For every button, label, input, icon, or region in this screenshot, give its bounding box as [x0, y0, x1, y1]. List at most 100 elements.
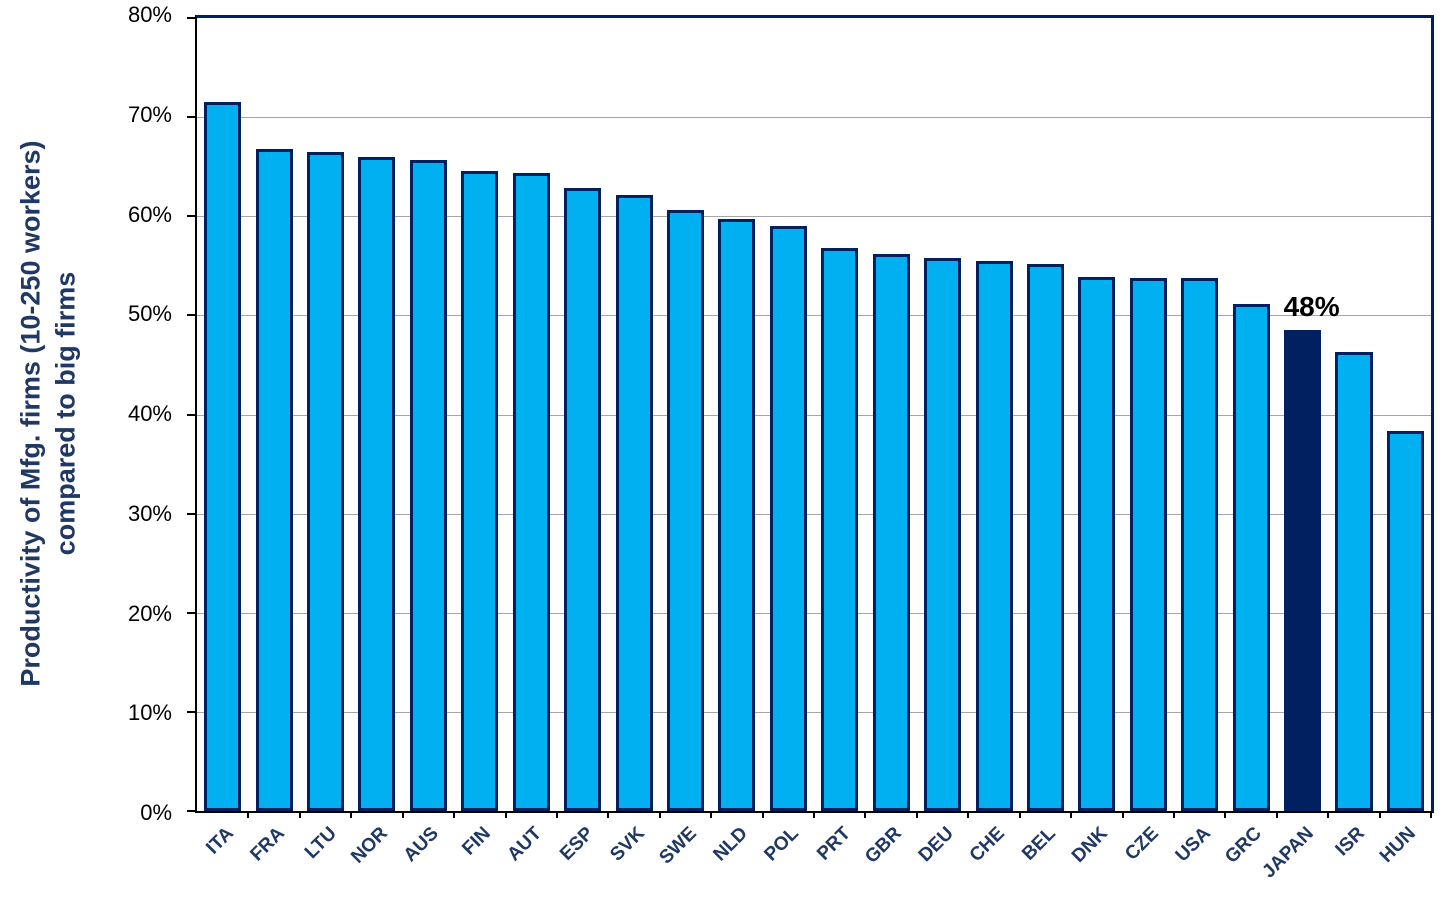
bar-slot-che: CHE [966, 18, 1019, 866]
bar-slot-prt: PRT [813, 18, 865, 865]
x-axis-tick-mark [658, 811, 661, 818]
y-axis-tick-label: 50% [127, 301, 172, 327]
x-axis-tick-mark [967, 811, 970, 818]
y-axis-tick-mark [187, 413, 195, 416]
bar-fra [255, 148, 293, 811]
bar-hun [1386, 431, 1424, 811]
bar-slot-esp: ESP [556, 18, 608, 865]
x-axis-label-grc: GRC [1221, 823, 1266, 868]
bar-fin [461, 170, 499, 811]
bar-slot-japan: 48% JAPAN [1258, 18, 1340, 883]
x-axis-tick-mark [1018, 811, 1021, 818]
gridline [197, 612, 1431, 614]
bar-slot-bel: BEL [1019, 18, 1071, 865]
x-axis-tick-mark [710, 811, 713, 818]
y-axis-tick-mark [187, 512, 195, 515]
bar-slot-aut: AUT [504, 18, 557, 865]
bar-slot-usa: USA [1171, 18, 1225, 866]
x-axis-tick-mark [813, 811, 815, 818]
y-axis-tick-mark [187, 710, 195, 713]
gridline [197, 315, 1431, 317]
bar-slot-svk: SVK [606, 18, 659, 865]
bar-usa [1181, 277, 1219, 811]
x-axis-label-deu: DEU [914, 823, 958, 867]
x-axis-tick-mark [1327, 811, 1330, 818]
x-axis-tick-mark [607, 811, 610, 818]
bar-slot-cze: CZE [1121, 18, 1174, 865]
x-axis-label-fin: FIN [458, 823, 495, 860]
bars-container: ITA FRA LTU NOR AUS FIN AUT ESP SVK SWE NLD POL PRT G… [197, 18, 1431, 883]
y-axis-tick-mark [187, 611, 195, 614]
bar-deu [924, 257, 962, 811]
x-axis-label-che: CHE [965, 823, 1009, 867]
bar-pol [769, 226, 807, 811]
x-axis-tick-mark [1172, 811, 1175, 818]
bar-swe [667, 210, 705, 811]
gridline [197, 513, 1431, 515]
x-axis-tick-mark [1275, 811, 1278, 818]
x-axis-label-fra: FRA [246, 823, 289, 866]
bar-slot-deu: DEU [914, 18, 968, 866]
bar-slot-grc: GRC [1221, 18, 1276, 868]
y-axis-tick-label: 20% [127, 600, 172, 626]
y-axis-tick-label: 80% [127, 2, 172, 27]
bar-bel [1026, 263, 1064, 811]
bar-slot-swe: SWE [655, 18, 711, 868]
y-axis-tick-labels: 0% 10% 20% 30% 40% 50% 60% 70% 80% [0, 2, 182, 825]
x-axis-label-isr: ISR [1331, 823, 1369, 861]
x-axis-tick-mark [1430, 811, 1432, 818]
bar-esp [564, 187, 602, 811]
bar-slot-nor: NOR [347, 18, 402, 868]
x-axis-label-svk: SVK [606, 823, 649, 866]
bar-svk [615, 195, 653, 811]
x-axis-tick-mark [555, 811, 558, 818]
y-axis-tick-mark [187, 215, 195, 218]
gridline [197, 711, 1431, 713]
x-axis-label-hun: HUN [1376, 823, 1421, 867]
bar-slot-hun: HUN [1376, 18, 1431, 867]
bar-slot-ita: ITA [197, 18, 248, 858]
y-axis-tick-mark [187, 810, 195, 812]
x-axis-label-esp: ESP [555, 823, 598, 865]
x-axis-tick-mark [504, 811, 507, 818]
bar-ltu [307, 151, 345, 811]
x-axis-tick-mark [1224, 811, 1227, 818]
x-axis-label-gbr: GBR [861, 823, 907, 868]
gridline [197, 216, 1431, 218]
bar-gbr [872, 253, 910, 811]
x-axis-tick-mark [1378, 811, 1381, 818]
y-axis-tick-label: 30% [127, 500, 172, 526]
bar-aut [512, 172, 550, 811]
y-axis-tick-mark [187, 314, 195, 317]
x-axis-label-nor: NOR [347, 823, 392, 868]
x-axis-tick-mark [247, 811, 250, 818]
x-axis-label-dnk: DNK [1067, 823, 1112, 867]
x-axis-tick-mark [1070, 811, 1073, 818]
x-axis-tick-mark [350, 811, 353, 818]
x-axis-tick-mark [1121, 811, 1124, 818]
bar-isr [1335, 352, 1373, 811]
x-axis-label-ltu: LTU [300, 823, 341, 863]
bar-cze [1129, 277, 1167, 811]
x-axis-label-pol: POL [760, 823, 804, 866]
x-axis-label-ita: ITA [202, 823, 238, 859]
x-axis-tick-mark [401, 811, 404, 818]
x-axis-label-prt: PRT [812, 823, 855, 865]
plot-area: ITA FRA LTU NOR AUS FIN AUT ESP SVK SWE NLD POL PRT G… [187, 15, 1434, 883]
bar-dnk [1078, 276, 1116, 811]
bar-nld [718, 219, 756, 811]
x-axis-label-usa: USA [1171, 823, 1215, 867]
x-axis-label-japan: JAPAN [1258, 823, 1318, 883]
bar-japan [1284, 330, 1322, 811]
bar-aus [409, 159, 447, 811]
bar-slot-ltu: LTU [300, 18, 351, 863]
bar-prt [821, 247, 859, 811]
x-axis-label-aus: AUS [400, 823, 444, 867]
bar-slot-fin: FIN [454, 18, 505, 859]
x-axis-label-aut: AUT [503, 823, 547, 866]
x-axis-label-cze: CZE [1121, 823, 1164, 865]
bar-slot-nld: NLD [709, 18, 762, 865]
x-axis-tick-mark [298, 811, 301, 818]
bar-slot-fra: FRA [247, 18, 299, 865]
y-axis-tick-label: 40% [127, 401, 172, 426]
